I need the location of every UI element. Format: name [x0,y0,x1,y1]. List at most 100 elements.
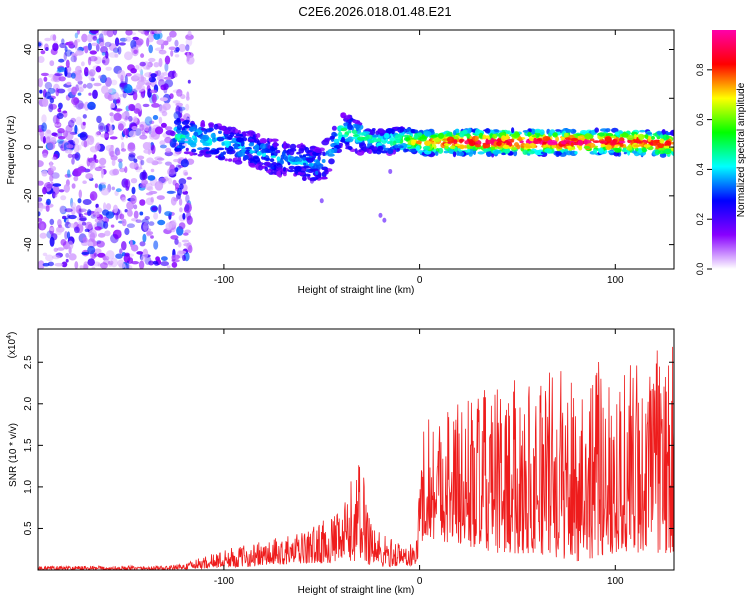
noise-blob [181,239,190,243]
noise-blob [97,263,101,267]
noise-blob [118,161,123,169]
noise-blob [161,177,169,182]
noise-blob [49,174,54,182]
noise-blob [117,46,122,55]
noise-blob [65,258,69,263]
snr-x-axis: -100 0 100 [214,329,624,587]
noise-blob [124,227,130,236]
ridge-blob [283,141,287,147]
noise-blob [42,136,46,144]
noise-blob [108,262,113,267]
ridge-blob [273,164,277,171]
ridge-blob [376,142,383,146]
noise-blob [153,30,162,35]
noise-blob [139,134,148,140]
noise-blob [109,150,115,157]
ridge-blob [235,133,244,137]
noise-blob [77,103,86,109]
ridge-blob [477,151,485,155]
ridge-blob [220,125,226,131]
noise-blob [44,129,52,140]
ridge-blob [306,157,314,164]
ridge-blob [349,117,354,121]
ridge-blob [664,140,672,147]
noise-blob [142,103,150,108]
ridge-blob [424,130,432,137]
spectrogram-x-tick-label: 100 [607,275,624,286]
ridge-blob [344,138,352,142]
ridge-blob [614,148,622,153]
noise-blob [76,69,81,80]
noise-blob [119,167,126,173]
noise-blob [83,140,88,148]
noise-blob [41,114,47,124]
noise-blob [131,218,138,222]
ridge-blob [490,137,495,144]
ridge-blob [456,150,460,156]
noise-blob [78,217,87,221]
ridge-blob [533,140,541,145]
noise-blob [125,36,132,42]
noise-blob [158,49,167,55]
noise-blob [160,122,167,128]
spectrogram-y-tick-label: 0 [23,144,34,150]
noise-blob [114,233,119,240]
noise-blob [95,131,100,137]
noise-blob [156,39,165,46]
noise-blob [182,213,186,220]
noise-blob [100,133,110,138]
noise-blob [49,227,55,232]
ridge-blob [276,170,281,177]
noise-blob [98,75,102,79]
noise-blob [156,157,165,161]
ridge-blob [549,140,558,146]
noise-blob [38,217,43,222]
ridge-blob [287,169,295,173]
noise-blob [121,141,125,150]
noise-blob [185,194,190,204]
ridge-blob [472,146,476,151]
ridge-blob [643,144,651,148]
noise-blob [113,204,118,214]
colorbar-gradient [712,30,736,269]
noise-blob [144,256,152,265]
ridge-blob [444,145,449,149]
ridge-blob [468,140,476,147]
stray-blob [309,178,314,184]
noise-blob [109,136,118,140]
ridge-blob [647,135,652,142]
noise-blob [67,223,77,228]
ridge-blob [592,140,600,144]
noise-blob [45,254,54,262]
noise-blob [126,223,135,228]
spectrogram-x-tick-label: -100 [214,275,234,286]
noise-blob [42,186,47,195]
noise-blob [78,189,83,199]
noise-blob [75,38,81,43]
ridge-blob [467,127,472,134]
ridge-blob [200,122,206,128]
noise-blob [150,196,154,203]
noise-blob [141,131,146,135]
noise-blob [186,91,190,99]
noise-blob [88,92,92,96]
ridge-blob [270,155,277,159]
noise-blob [125,72,132,77]
noise-blob [100,46,108,54]
noise-blob [38,197,43,202]
noise-blob [103,221,109,229]
noise-blob [58,224,63,228]
noise-blob [52,34,57,41]
ridge-blob [398,145,404,149]
noise-blob [54,73,63,77]
noise-blob [71,153,79,159]
noise-blob [61,215,67,220]
noise-blob [45,47,49,51]
ridge-blob [340,127,348,132]
ridge-blob [331,125,337,131]
ridge-blob [485,138,489,145]
noise-blob [48,103,54,113]
ridge-blob [600,140,606,144]
ridge-blob [661,129,666,136]
ridge-blob [570,142,574,147]
